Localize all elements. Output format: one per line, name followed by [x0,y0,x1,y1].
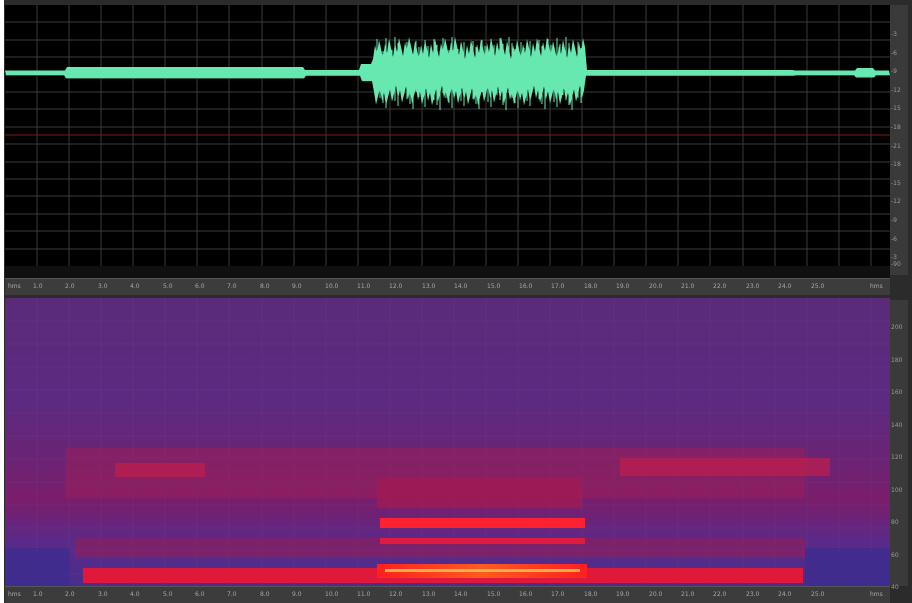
waveform-footer-strip [5,266,890,278]
time-tick-label: 23.0 [746,591,760,598]
spectrogram-loud-core [385,569,580,572]
waveform-display[interactable] [5,5,890,266]
spectrogram-y-tick: 100 [891,487,903,494]
waveform-y-tick: -9 [891,68,897,75]
time-tick-label: 14.0 [454,591,468,598]
waveform-y-tick: -6 [891,50,897,57]
spectrogram-y-tick: 180 [891,357,903,364]
time-tick-label: 4.0 [130,591,140,598]
spectrogram-frequency-axis: 200 180 160 140 120 100 80 60 40 [890,300,908,591]
time-tick-label: 5.0 [163,283,173,290]
waveform-y-tick: -12 [891,198,901,205]
time-tick-label: 24.0 [778,591,792,598]
waveform-y-tick: -18 [891,124,901,131]
waveform-y-tick: -18 [891,161,901,168]
time-tick-label: 22.0 [713,591,727,598]
waveform-y-tick: -21 [891,143,901,150]
time-ruler-bottom[interactable]: hms hms 1.0 2.0 3.0 4.0 5.0 6.0 7.0 8.0 9.0 10.0 1… [5,586,890,603]
time-tick-label: 20.0 [649,591,663,598]
time-tick-label: 8.0 [260,591,270,598]
spectrogram-loud-harmonic-1 [380,538,585,544]
time-tick-label: 11.0 [357,283,371,290]
spectrogram-quiet-end [805,548,890,586]
spectrogram-y-tick: 60 [891,552,899,559]
waveform-y-tick: -12 [891,87,901,94]
spectrogram-loud-harmonic-3 [377,478,582,508]
spectrogram-display[interactable] [5,298,890,586]
waveform-y-tick: -9 [891,217,897,224]
time-tick-label: 19.0 [616,283,630,290]
spectrogram-y-tick: 200 [891,324,903,331]
time-tick-label: 23.0 [746,283,760,290]
spectrogram-y-tick: 80 [891,519,899,526]
waveform-amplitude-axis: -3 -6 -9 -12 -15 -18 -21 -18 -15 -12 -9 -6 -3 -90 [890,5,908,275]
time-tick-label: 13.0 [422,283,436,290]
spectrogram-band-left [115,463,205,477]
time-tick-label: 25.0 [811,283,825,290]
time-tick-label: 18.0 [584,591,598,598]
waveform-y-tick: -6 [891,236,897,243]
time-tick-label: 12.0 [389,283,403,290]
time-tick-label: 11.0 [357,591,371,598]
time-tick-label: 3.0 [98,283,108,290]
spectrogram-y-tick: 40 [891,584,899,591]
time-tick-label: 9.0 [292,283,302,290]
time-tick-label: 12.0 [389,591,403,598]
spectrogram-y-tick: 140 [891,422,903,429]
waveform-y-tick: -15 [891,180,901,187]
time-tick-label: 22.0 [713,283,727,290]
time-tick-label: 15.0 [487,591,501,598]
spectrogram-quiet-start [5,548,70,586]
time-tick-label: 6.0 [195,283,205,290]
waveform-y-tick: -15 [891,105,901,112]
time-tick-label: 18.0 [584,283,598,290]
time-tick-label: 14.0 [454,283,468,290]
spectrogram-loud-harmonic-2 [380,518,585,528]
waveform-y-tick: -90 [891,261,901,268]
time-tick-label: 20.0 [649,283,663,290]
time-tick-label: 19.0 [616,591,630,598]
time-tick-label: 2.0 [65,591,75,598]
time-tick-label: 5.0 [163,591,173,598]
waveform-signal [5,37,890,106]
time-tick-label: 4.0 [130,283,140,290]
time-tick-label: 7.0 [227,591,237,598]
time-ruler-top[interactable]: hms hms 1.0 2.0 3.0 4.0 5.0 6.0 7.0 8.0 9.0 10.0 1… [5,278,890,295]
time-tick-label: 16.0 [519,283,533,290]
time-tick-label: 15.0 [487,283,501,290]
time-tick-label: 1.0 [33,283,43,290]
time-tick-label: 10.0 [325,591,339,598]
time-tick-label: 17.0 [551,591,565,598]
time-tick-label: 1.0 [33,591,43,598]
time-tick-label: 21.0 [681,591,695,598]
spectrogram-canvas [5,298,890,586]
waveform-y-tick: -3 [891,31,897,38]
waveform-y-tick: -3 [891,254,897,261]
time-tick-label: 8.0 [260,283,270,290]
time-tick-label: 24.0 [778,283,792,290]
time-tick-label: 3.0 [98,591,108,598]
time-ruler-top-unit-right: hms [870,283,883,290]
time-ruler-top-unit-left: hms [8,283,21,290]
time-tick-label: 9.0 [292,591,302,598]
spectrogram-band-right [620,458,830,476]
spectrogram-y-tick: 160 [891,389,903,396]
time-tick-label: 7.0 [227,283,237,290]
time-tick-label: 16.0 [519,591,533,598]
time-tick-label: 6.0 [195,591,205,598]
time-ruler-bottom-unit-left: hms [8,591,21,598]
spectrogram-band-low [75,538,805,558]
time-ruler-bottom-unit-right: hms [870,591,883,598]
time-tick-label: 2.0 [65,283,75,290]
time-tick-label: 10.0 [325,283,339,290]
time-tick-label: 17.0 [551,283,565,290]
spectrogram-y-tick: 120 [891,454,903,461]
waveform-canvas [5,5,890,266]
time-tick-label: 25.0 [811,591,825,598]
time-tick-label: 13.0 [422,591,436,598]
time-tick-label: 21.0 [681,283,695,290]
